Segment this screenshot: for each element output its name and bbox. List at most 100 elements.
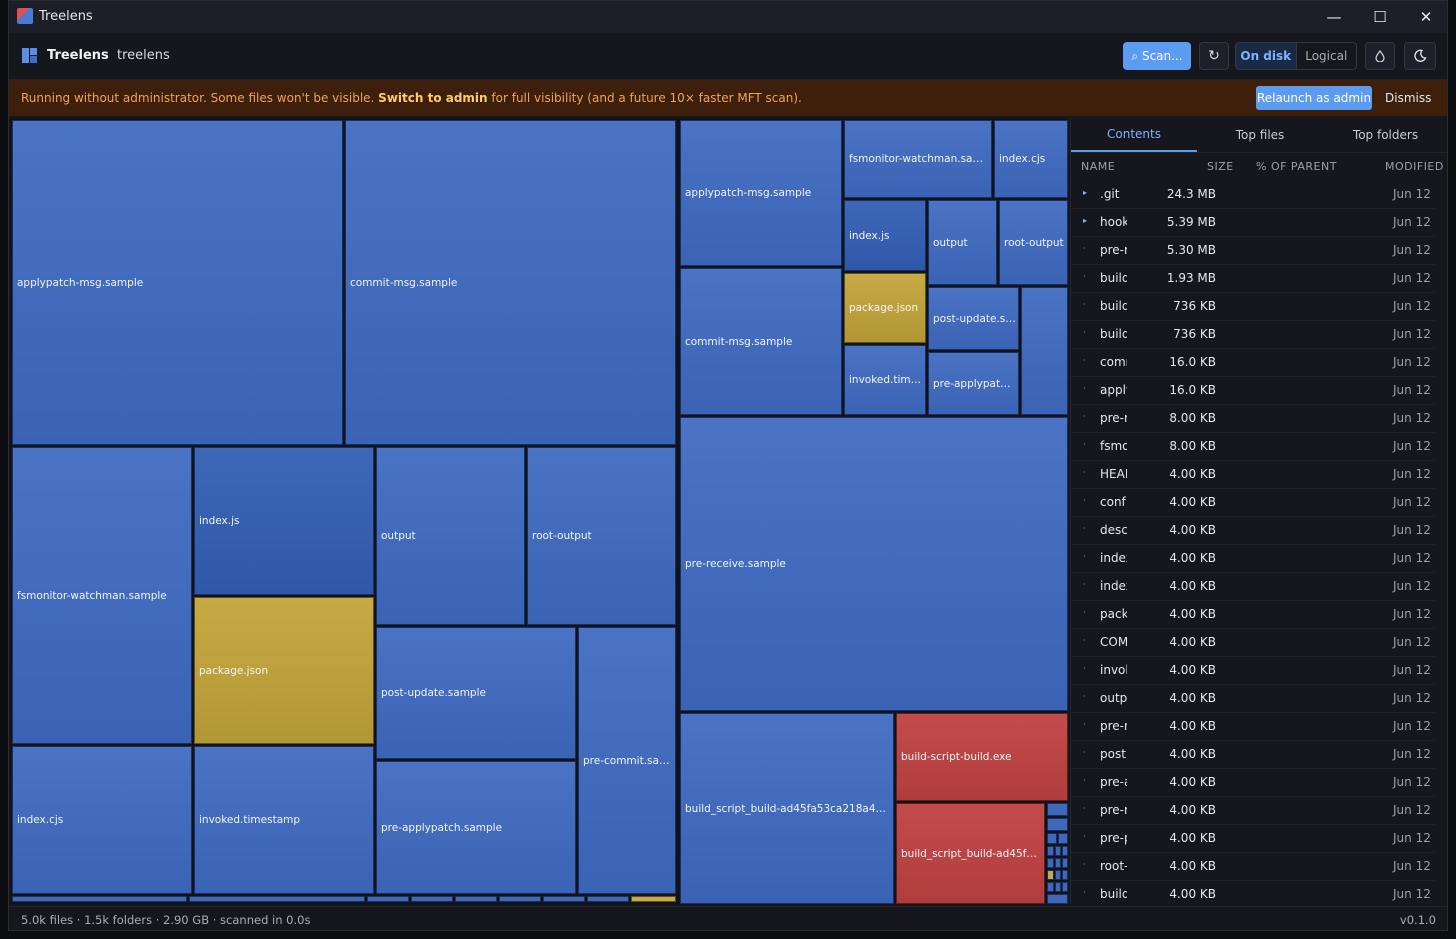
treemap-tile[interactable]: fsmonitor-watchman.sample xyxy=(844,120,992,198)
table-row[interactable]: ▸ .git 24.3 MB Jun 12 xyxy=(1071,181,1435,209)
table-row[interactable]: · index 4.00 KB Jun 12 xyxy=(1071,573,1435,601)
treemap-tile-small[interactable] xyxy=(1062,882,1068,892)
maximize-button[interactable]: ☐ xyxy=(1373,8,1387,26)
table-row[interactable]: · pre-r 4.00 KB Jun 12 xyxy=(1071,713,1435,741)
treemap-tile[interactable]: applypatch-msg.sample xyxy=(680,120,842,266)
treemap-tile[interactable]: post-update.sa... xyxy=(928,287,1019,350)
expand-icon[interactable]: · xyxy=(1083,748,1086,757)
expand-icon[interactable]: · xyxy=(1083,524,1086,533)
treemap-tile[interactable]: applypatch-msg.sample xyxy=(12,120,343,445)
treemap-tile[interactable]: invoked.timestamp xyxy=(194,746,374,894)
treemap-tile[interactable] xyxy=(1021,287,1068,415)
scan-button[interactable]: ⌕ Scan... xyxy=(1123,42,1191,70)
treemap-tile-small[interactable] xyxy=(543,896,585,902)
treemap-tile-small[interactable] xyxy=(1055,858,1061,868)
expand-icon[interactable]: · xyxy=(1083,664,1086,673)
treemap-tile[interactable]: pre-receive.sample xyxy=(680,417,1068,711)
table-row[interactable]: · invol 4.00 KB Jun 12 xyxy=(1071,657,1435,685)
expand-icon[interactable]: · xyxy=(1083,468,1086,477)
on-disk-button[interactable]: On disk xyxy=(1236,43,1297,69)
treemap-tile[interactable]: pre-applypatch.... xyxy=(928,352,1019,415)
treemap-tile[interactable]: root-output xyxy=(527,447,676,625)
expand-icon[interactable]: · xyxy=(1083,608,1086,617)
treemap-tile[interactable]: root-output xyxy=(999,200,1068,285)
table-row[interactable]: · build 4.00 KB Jun 12 xyxy=(1071,881,1435,909)
table-row[interactable]: · pre-r 8.00 KB Jun 12 xyxy=(1071,405,1435,433)
treemap-tile[interactable]: fsmonitor-watchman.sample xyxy=(12,447,192,744)
minimize-button[interactable]: — xyxy=(1326,8,1342,26)
treemap-tile-small[interactable] xyxy=(455,896,497,902)
expand-icon[interactable]: · xyxy=(1083,636,1086,645)
treemap-tile-small[interactable] xyxy=(1047,870,1054,880)
treemap-tile[interactable]: commit-msg.sample xyxy=(345,120,676,445)
expand-icon[interactable]: · xyxy=(1083,580,1086,589)
treemap-tile[interactable]: post-update.sample xyxy=(376,627,576,759)
table-row[interactable]: · pre-r 5.30 MB Jun 12 xyxy=(1071,237,1435,265)
treemap-tile-small[interactable] xyxy=(367,896,409,902)
table-row[interactable]: · fsmo 8.00 KB Jun 12 xyxy=(1071,433,1435,461)
expand-icon[interactable]: · xyxy=(1083,384,1086,393)
treemap-tile[interactable]: commit-msg.sample xyxy=(680,268,842,415)
table-row[interactable]: · COM 4.00 KB Jun 12 xyxy=(1071,629,1435,657)
treemap-tile-small[interactable] xyxy=(631,896,676,902)
table-row[interactable]: · pack 4.00 KB Jun 12 xyxy=(1071,601,1435,629)
treemap-tile[interactable]: pre-applypatch.sample xyxy=(376,761,576,894)
expand-icon[interactable]: · xyxy=(1083,832,1086,841)
treemap-tile[interactable]: build_script_build-ad45fa53... xyxy=(896,803,1045,904)
close-button[interactable]: ✕ xyxy=(1419,8,1433,26)
treemap-tile[interactable]: index.js xyxy=(844,200,926,271)
treemap-tile[interactable]: index.cjs xyxy=(12,746,192,894)
expand-icon[interactable]: ▸ xyxy=(1083,188,1088,197)
tab-top-files[interactable]: Top files xyxy=(1235,128,1285,142)
treemap-tile-small[interactable] xyxy=(1055,846,1061,856)
expand-icon[interactable]: · xyxy=(1083,860,1086,869)
expand-icon[interactable]: · xyxy=(1083,328,1086,337)
expand-icon[interactable]: · xyxy=(1083,720,1086,729)
table-row[interactable]: ▸ hook 5.39 MB Jun 12 xyxy=(1071,209,1435,237)
treemap-tile-small[interactable] xyxy=(587,896,629,902)
expand-icon[interactable]: · xyxy=(1083,692,1086,701)
table-row[interactable]: · pre-a 4.00 KB Jun 12 xyxy=(1071,769,1435,797)
expand-icon[interactable]: · xyxy=(1083,244,1086,253)
table-row[interactable]: · pre-p 4.00 KB Jun 12 xyxy=(1071,825,1435,853)
column-header-modified[interactable]: MODIFIED xyxy=(1385,160,1444,173)
treemap-tile[interactable]: build_script_build-ad45fa53ca218a46.pdb xyxy=(680,713,894,904)
table-row[interactable]: · desc 4.00 KB Jun 12 xyxy=(1071,517,1435,545)
treemap-tile-small[interactable] xyxy=(189,896,365,902)
expand-icon[interactable]: · xyxy=(1083,496,1086,505)
expand-icon[interactable]: · xyxy=(1083,272,1086,281)
treemap-tile-small[interactable] xyxy=(1062,846,1068,856)
treemap-tile[interactable]: invoked.time... xyxy=(844,345,926,415)
table-row[interactable]: · index 4.00 KB Jun 12 xyxy=(1071,545,1435,573)
table-row[interactable]: · comm 16.0 KB Jun 12 xyxy=(1071,349,1435,377)
table-row[interactable]: · pre-r 4.00 KB Jun 12 xyxy=(1071,797,1435,825)
treemap-tile-small[interactable] xyxy=(1047,833,1057,844)
treemap-tile-small[interactable] xyxy=(1062,858,1068,868)
treemap-tile-small[interactable] xyxy=(1055,870,1061,880)
expand-icon[interactable]: · xyxy=(1083,776,1086,785)
treemap-tile[interactable]: index.cjs xyxy=(994,120,1068,198)
theme-toggle-icon[interactable] xyxy=(1404,42,1436,70)
treemap-tile-small[interactable] xyxy=(1062,870,1068,880)
treemap-tile-small[interactable] xyxy=(1047,846,1054,856)
treemap-tile-small[interactable] xyxy=(411,896,453,902)
table-row[interactable]: · root- 4.00 KB Jun 12 xyxy=(1071,853,1435,881)
treemap-tile-small[interactable] xyxy=(1047,858,1054,868)
dismiss-button[interactable]: Dismiss xyxy=(1385,91,1432,105)
treemap-tile[interactable]: index.js xyxy=(194,447,374,595)
column-header-percent[interactable]: % OF PARENT xyxy=(1256,160,1337,173)
table-row[interactable]: · post 4.00 KB Jun 12 xyxy=(1071,741,1435,769)
expand-icon[interactable]: · xyxy=(1083,888,1086,897)
treemap-tile-small[interactable] xyxy=(1058,833,1068,844)
treemap-tile[interactable]: output xyxy=(376,447,525,625)
expand-icon[interactable]: · xyxy=(1083,440,1086,449)
expand-icon[interactable]: · xyxy=(1083,552,1086,561)
treemap-tile[interactable]: build-script-build.exe xyxy=(896,713,1068,801)
expand-icon[interactable]: ▸ xyxy=(1083,216,1088,225)
treemap-tile[interactable]: package.json xyxy=(844,273,926,343)
tab-contents[interactable]: Contents xyxy=(1071,118,1197,152)
treemap-tile-small[interactable] xyxy=(1047,894,1068,904)
drop-icon[interactable] xyxy=(1365,42,1395,70)
table-row[interactable]: · HEAD 4.00 KB Jun 12 xyxy=(1071,461,1435,489)
column-header-size[interactable]: SIZE xyxy=(1207,160,1234,173)
